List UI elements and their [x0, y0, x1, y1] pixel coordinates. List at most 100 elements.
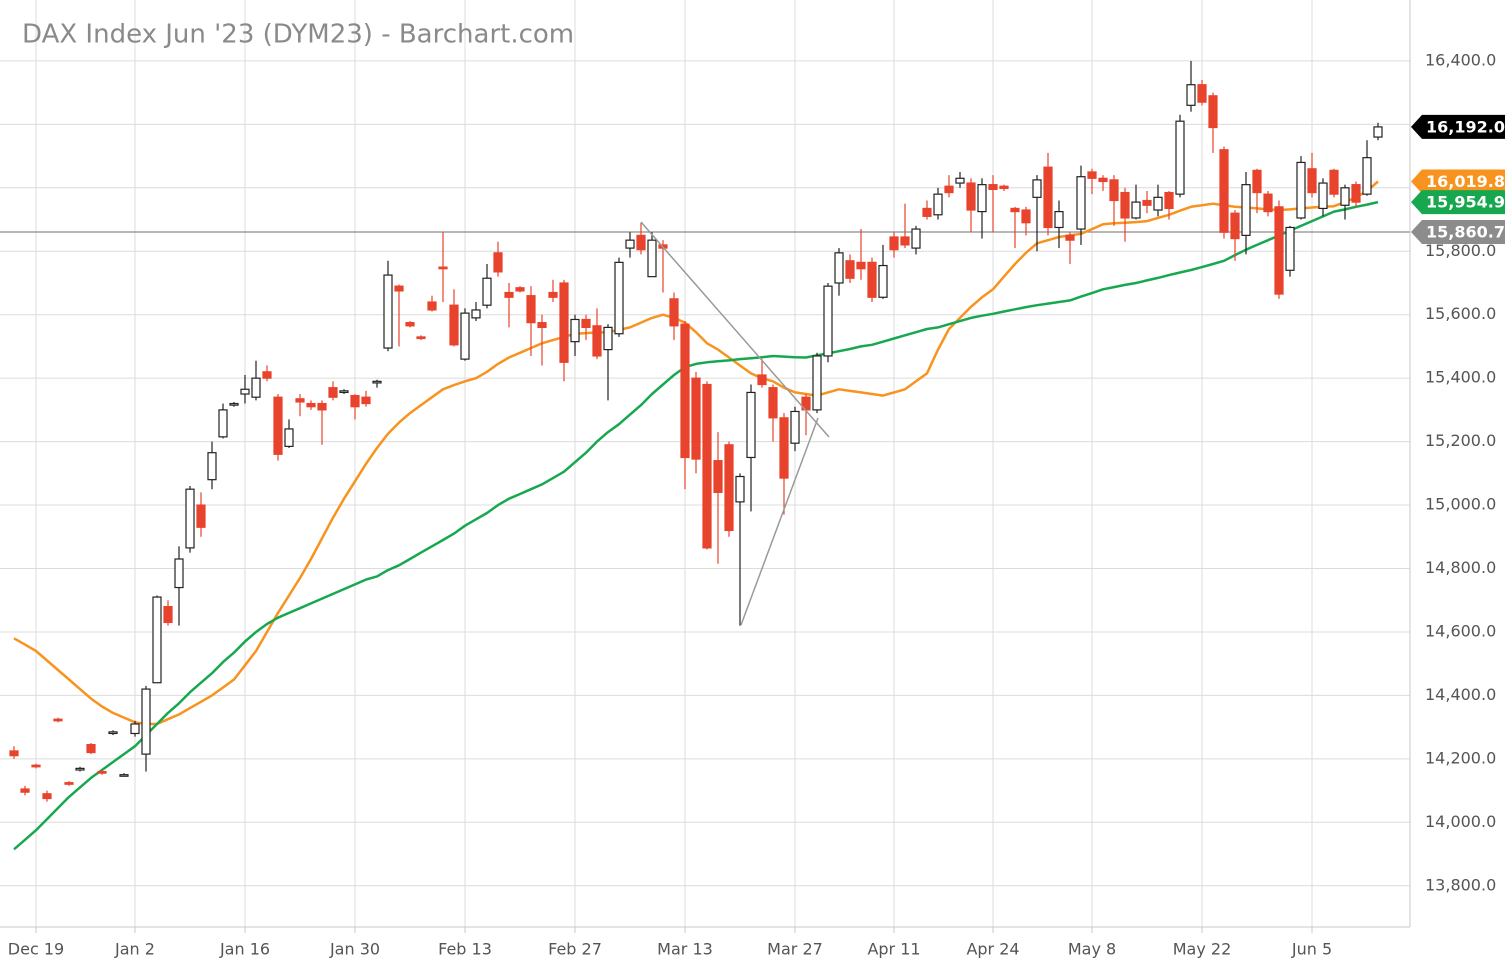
- x-tick-label: May 22: [1173, 940, 1232, 959]
- candle-body: [185, 488, 195, 549]
- x-tick-label: Dec 19: [8, 940, 64, 959]
- trend-line: [740, 417, 819, 626]
- y-tick-label: 15,400.0: [1425, 368, 1496, 387]
- candle-body: [779, 417, 789, 479]
- candles: [9, 60, 1383, 802]
- candle-body: [1098, 177, 1108, 183]
- y-tick-label: 15,000.0: [1425, 495, 1496, 514]
- candle-body: [581, 318, 591, 329]
- candle-body: [251, 377, 261, 398]
- candle-body: [1362, 157, 1372, 195]
- candle-body: [1219, 149, 1229, 233]
- candle-body: [9, 750, 19, 757]
- candle-body: [856, 261, 866, 270]
- candle-body: [482, 277, 492, 306]
- candle-body: [922, 207, 932, 217]
- candle-body: [130, 723, 140, 735]
- trend-line: [640, 221, 830, 438]
- price-tag-label: 16,019.8: [1426, 172, 1505, 191]
- candle-body: [933, 193, 943, 216]
- candle-body: [1285, 226, 1295, 271]
- y-tick-label: 15,600.0: [1425, 304, 1496, 323]
- candle-body: [119, 774, 129, 777]
- candle-body: [966, 182, 976, 211]
- candle-body: [1043, 166, 1053, 229]
- candle-body: [42, 793, 52, 800]
- x-tick-label: Jan 2: [114, 940, 155, 959]
- y-tick-label: 16,400.0: [1425, 50, 1496, 69]
- candle-body: [889, 236, 899, 251]
- candle-body: [383, 274, 393, 349]
- candle-body: [526, 295, 536, 324]
- y-tick-label: 14,400.0: [1425, 685, 1496, 704]
- candle-body: [471, 309, 481, 319]
- moving-average-line: [13, 180, 1379, 726]
- candle-body: [174, 558, 184, 589]
- moving-averages: [13, 180, 1379, 851]
- y-tick-label: 14,600.0: [1425, 621, 1496, 640]
- y-tick-label: 14,000.0: [1425, 812, 1496, 831]
- candle-body: [460, 312, 470, 360]
- candle-body: [438, 266, 448, 270]
- candle-body: [284, 428, 294, 447]
- candle-body: [328, 387, 338, 398]
- x-tick-label: Mar 27: [767, 940, 823, 959]
- candle-body: [317, 402, 327, 411]
- price-tag-label: 15,860.7: [1426, 223, 1505, 242]
- price-tag-label: 15,954.9: [1426, 193, 1505, 212]
- candle-body: [790, 410, 800, 444]
- candle-body: [1230, 212, 1240, 240]
- x-tick-label: Apr 24: [966, 940, 1019, 959]
- candle-body: [1153, 196, 1163, 211]
- candle-body: [1175, 120, 1185, 195]
- y-tick-label: 14,800.0: [1425, 558, 1496, 577]
- candle-body: [691, 377, 701, 460]
- candle-body: [911, 228, 921, 249]
- candle-body: [746, 391, 756, 459]
- candle-body: [680, 323, 690, 459]
- candle-body: [141, 688, 151, 755]
- candle-body: [944, 185, 954, 194]
- candle-body: [493, 252, 503, 273]
- candle-body: [416, 336, 426, 340]
- candle-body: [559, 282, 569, 363]
- axis-labels: 13,800.0 14,000.0 14,200.0 14,400.0 14,600.0…: [8, 50, 1496, 958]
- candle-body: [1065, 234, 1075, 241]
- candle-body: [75, 767, 85, 771]
- candle-body: [867, 261, 877, 298]
- candle-body: [636, 234, 646, 251]
- candle-body: [449, 304, 459, 346]
- y-tick-label: 15,200.0: [1425, 431, 1496, 450]
- candle-body: [405, 322, 415, 327]
- candle-body: [361, 396, 371, 405]
- candle-body: [768, 387, 778, 419]
- price-tag: [1411, 220, 1505, 245]
- candle-body: [570, 318, 580, 343]
- candle-body: [1197, 84, 1207, 103]
- candle-body: [537, 322, 547, 329]
- candle-body: [614, 261, 624, 335]
- candle-body: [1307, 168, 1317, 194]
- candle-body: [350, 395, 360, 408]
- candle-body: [306, 402, 316, 408]
- candle-body: [1054, 211, 1064, 229]
- candle-body: [372, 380, 382, 384]
- x-tick-label: Feb 13: [438, 940, 492, 959]
- candle-body: [1164, 191, 1174, 210]
- candle-body: [1076, 176, 1086, 230]
- candle-body: [955, 177, 965, 184]
- candle-body: [1263, 193, 1273, 213]
- candle-body: [20, 788, 30, 793]
- candle-body: [757, 374, 767, 386]
- candle-body: [1208, 95, 1218, 129]
- price-tag-label: 16,192.0: [1426, 117, 1505, 136]
- candle-body: [1241, 184, 1251, 236]
- candle-body: [64, 782, 74, 785]
- candle-body: [1120, 191, 1130, 219]
- candle-body: [548, 291, 558, 298]
- candle-body: [625, 239, 635, 249]
- candle-body: [823, 285, 833, 357]
- candle-body: [603, 326, 613, 351]
